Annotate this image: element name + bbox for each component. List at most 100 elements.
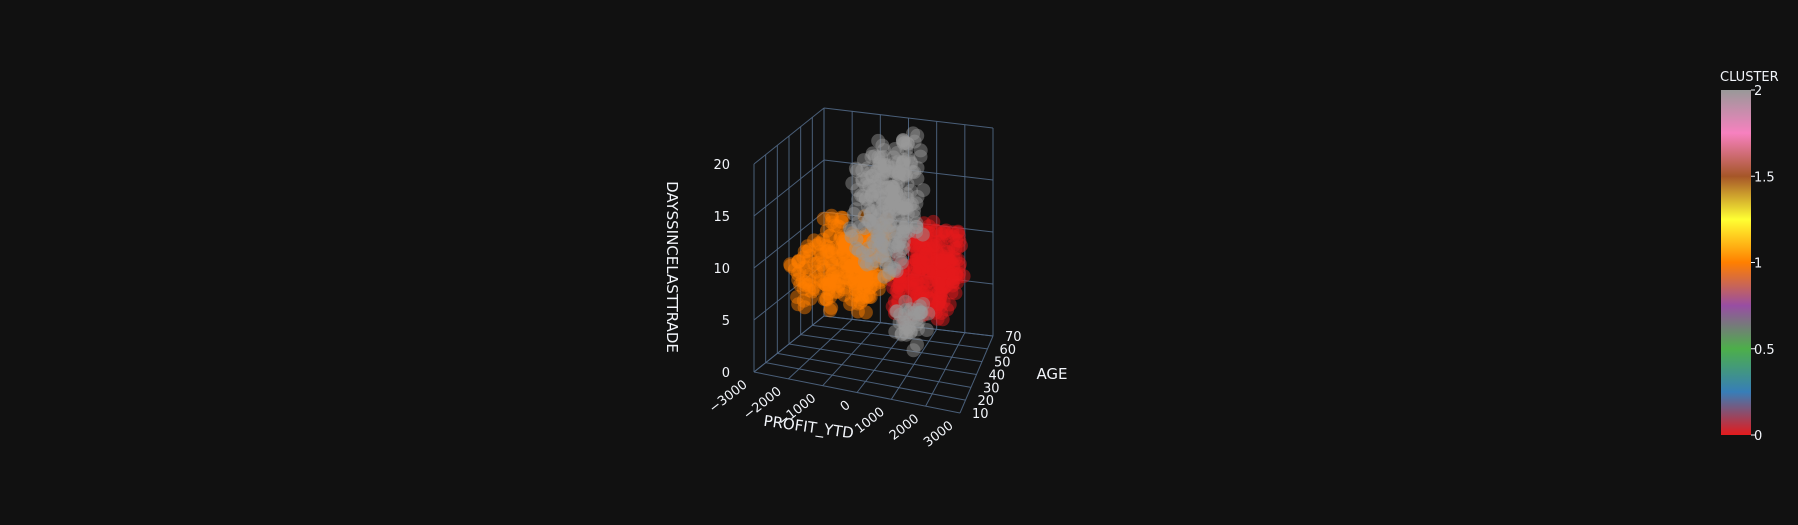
z-axis-title: DAYSSINCELASTTRADE bbox=[663, 181, 681, 353]
data-point-cluster-2 bbox=[891, 166, 906, 181]
colorbar: CLUSTER 0 0.5 1 1.5 2 bbox=[1720, 70, 1779, 444]
data-point-cluster-2 bbox=[880, 180, 895, 195]
data-point-cluster-2 bbox=[852, 220, 867, 234]
data-point-cluster-0 bbox=[922, 291, 937, 306]
data-point-cluster-2 bbox=[891, 170, 906, 185]
data-point-cluster-2 bbox=[896, 167, 911, 181]
data-point-cluster-0 bbox=[931, 234, 945, 249]
data-point-cluster-2 bbox=[873, 217, 888, 231]
data-point-cluster-2 bbox=[896, 234, 911, 249]
data-point-cluster-2 bbox=[888, 201, 903, 216]
data-point-cluster-2 bbox=[903, 324, 918, 339]
data-point-cluster-0 bbox=[913, 290, 928, 305]
data-point-cluster-1 bbox=[860, 276, 875, 291]
data-point-cluster-0 bbox=[927, 293, 941, 308]
data-point-cluster-0 bbox=[893, 276, 908, 291]
data-point-cluster-2 bbox=[855, 163, 870, 178]
data-point-cluster-1 bbox=[873, 249, 888, 264]
data-point-cluster-2 bbox=[888, 142, 902, 156]
data-point-cluster-1 bbox=[859, 247, 874, 262]
data-point-cluster-2 bbox=[889, 186, 904, 201]
x-tick-label: 3000 bbox=[921, 418, 956, 450]
data-point-cluster-2 bbox=[876, 150, 891, 164]
data-point-cluster-0 bbox=[941, 262, 956, 277]
data-point-cluster-0 bbox=[910, 275, 925, 290]
data-point-cluster-0 bbox=[941, 255, 956, 270]
data-point-cluster-1 bbox=[843, 274, 858, 289]
data-point-cluster-1 bbox=[825, 259, 840, 273]
data-point-cluster-2 bbox=[891, 208, 906, 223]
data-point-cluster-2 bbox=[849, 232, 864, 247]
data-point-cluster-2 bbox=[857, 221, 872, 236]
data-point-cluster-0 bbox=[909, 286, 924, 301]
data-point-cluster-2 bbox=[870, 229, 885, 244]
data-point-cluster-1 bbox=[856, 246, 871, 261]
data-point-cluster-0 bbox=[934, 234, 949, 249]
data-point-cluster-0 bbox=[945, 278, 960, 293]
data-point-cluster-1 bbox=[815, 251, 830, 266]
data-point-cluster-2 bbox=[876, 229, 891, 244]
data-point-cluster-1 bbox=[802, 278, 817, 292]
x-tick-label: 2000 bbox=[887, 411, 922, 443]
data-point-cluster-2 bbox=[863, 166, 878, 181]
data-point-cluster-2 bbox=[887, 189, 902, 204]
data-point-cluster-2 bbox=[872, 156, 887, 170]
data-point-cluster-0 bbox=[945, 272, 960, 287]
data-point-cluster-2 bbox=[887, 263, 902, 277]
data-point-cluster-1 bbox=[838, 239, 853, 254]
back-grid-z bbox=[823, 263, 994, 285]
data-point-cluster-2 bbox=[868, 183, 883, 198]
data-point-cluster-0 bbox=[934, 253, 949, 268]
data-point-cluster-1 bbox=[824, 300, 839, 315]
data-point-cluster-2 bbox=[909, 317, 924, 332]
data-point-cluster-1 bbox=[816, 259, 831, 274]
data-point-cluster-1 bbox=[819, 223, 834, 238]
data-point-cluster-2 bbox=[899, 198, 914, 213]
data-point-cluster-0 bbox=[922, 291, 937, 306]
data-point-cluster-2 bbox=[873, 190, 888, 205]
data-point-cluster-1 bbox=[877, 253, 892, 267]
data-point-cluster-2 bbox=[900, 206, 915, 221]
data-point-cluster-2 bbox=[848, 161, 863, 176]
data-point-cluster-2 bbox=[900, 191, 915, 206]
data-point-cluster-1 bbox=[880, 265, 895, 280]
data-point-cluster-1 bbox=[868, 265, 883, 280]
data-point-cluster-2 bbox=[871, 241, 886, 255]
data-point-cluster-1 bbox=[874, 238, 888, 253]
data-point-cluster-2 bbox=[871, 150, 886, 165]
data-point-cluster-0 bbox=[893, 275, 908, 290]
data-point-cluster-1 bbox=[859, 289, 873, 304]
data-point-cluster-0 bbox=[932, 253, 947, 268]
data-point-cluster-0 bbox=[910, 244, 925, 259]
data-point-cluster-2 bbox=[874, 249, 889, 263]
data-point-cluster-2 bbox=[874, 204, 889, 219]
data-point-cluster-1 bbox=[802, 249, 817, 263]
data-point-cluster-0 bbox=[951, 224, 965, 239]
data-point-cluster-0 bbox=[892, 269, 907, 284]
data-point-cluster-0 bbox=[933, 247, 948, 262]
data-point-cluster-2 bbox=[875, 228, 890, 243]
data-point-cluster-0 bbox=[919, 274, 934, 289]
data-point-cluster-0 bbox=[929, 300, 944, 315]
data-point-cluster-1 bbox=[823, 273, 837, 288]
data-point-cluster-2 bbox=[889, 184, 904, 199]
data-point-cluster-2 bbox=[898, 294, 913, 309]
data-point-cluster-2 bbox=[889, 264, 904, 279]
data-point-cluster-2 bbox=[901, 224, 916, 239]
data-point-cluster-0 bbox=[927, 256, 942, 271]
data-point-cluster-1 bbox=[867, 277, 882, 292]
data-point-cluster-1 bbox=[873, 241, 888, 256]
data-point-cluster-1 bbox=[807, 233, 822, 248]
data-point-cluster-1 bbox=[866, 270, 881, 285]
data-point-cluster-1 bbox=[814, 257, 829, 272]
data-point-cluster-1 bbox=[790, 290, 805, 305]
data-point-cluster-2 bbox=[899, 201, 914, 216]
data-point-cluster-0 bbox=[953, 238, 968, 253]
data-point-cluster-2 bbox=[891, 238, 906, 253]
side-grid-z bbox=[753, 211, 825, 269]
data-point-cluster-1 bbox=[844, 292, 859, 307]
data-point-cluster-1 bbox=[849, 269, 864, 283]
data-point-cluster-2 bbox=[913, 149, 928, 164]
data-point-cluster-0 bbox=[935, 269, 950, 284]
